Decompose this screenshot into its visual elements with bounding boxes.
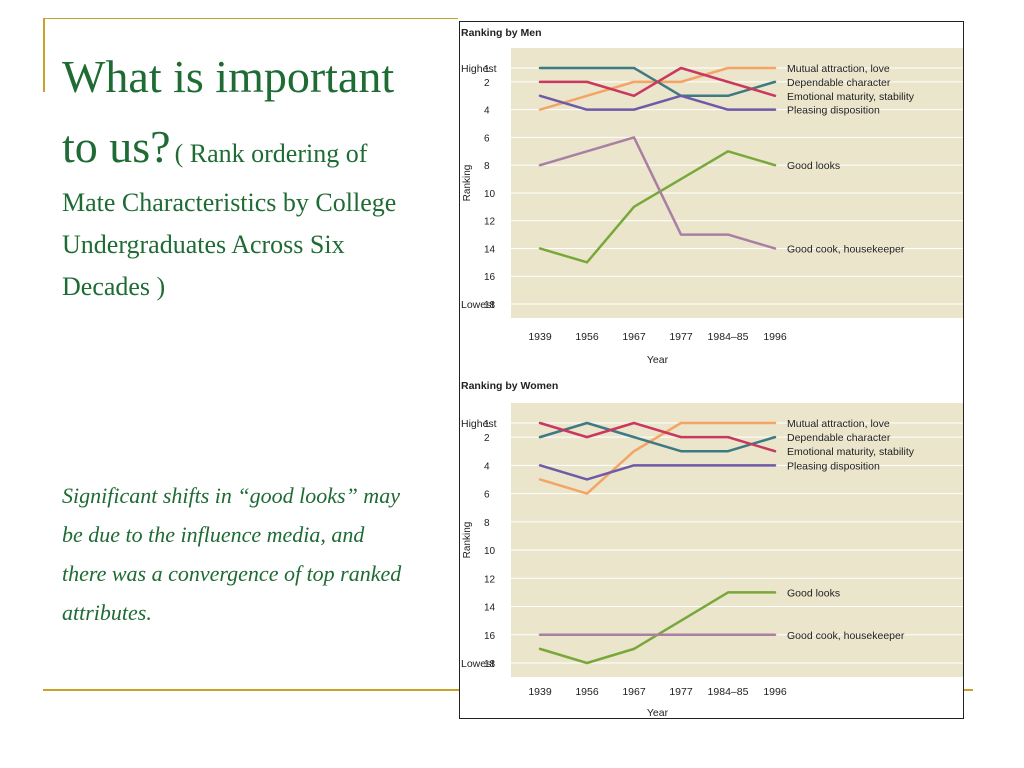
- decorative-left-bar: [43, 18, 45, 92]
- x-tick-label: 1956: [575, 686, 599, 698]
- y-tick-label: 6: [484, 133, 490, 144]
- series-line: [538, 94, 777, 111]
- x-axis-label: Year: [647, 354, 669, 366]
- x-tick-label: 1984–85: [708, 686, 749, 698]
- series-label: Pleasing disposition: [787, 460, 880, 472]
- y-top-label: Highest: [461, 418, 497, 430]
- x-tick-label: 1956: [575, 331, 599, 343]
- chart-title: Ranking by Men: [461, 27, 542, 39]
- series-label: Emotional maturity, stability: [787, 91, 915, 103]
- y-tick-label: 4: [484, 106, 490, 117]
- ranking-figure: 1 2 4 6 8 10 12 14 16 18 Ranking by Men Highest Lowe…: [459, 21, 964, 719]
- y-tick-label: 1: [484, 64, 490, 75]
- series-label: Dependable character: [787, 432, 891, 444]
- y-axis-label: Ranking: [462, 522, 473, 559]
- x-tick-label: 1977: [669, 686, 693, 698]
- y-tick-label: 16: [484, 272, 496, 283]
- series-label: Mutual attraction, love: [787, 63, 890, 75]
- y-tick-label: 14: [484, 603, 496, 614]
- series-label: Mutual attraction, love: [787, 418, 890, 430]
- x-tick-label: 1967: [622, 331, 646, 343]
- y-bottom-label: Lowest: [461, 658, 494, 670]
- slide-subtitle: ( Rank ordering of Mate Characteristics …: [62, 139, 397, 301]
- x-tick-label: 1967: [622, 686, 646, 698]
- y-axis-label: Ranking: [462, 165, 473, 202]
- y-top-label: Highest: [461, 63, 497, 75]
- series-line: [538, 136, 777, 250]
- y-tick-label: 6: [484, 490, 490, 501]
- x-axis-label: Year: [647, 707, 669, 718]
- x-tick-label: 1996: [763, 686, 787, 698]
- y-bottom-label: Lowest: [461, 299, 494, 311]
- y-tick-label: 2: [484, 78, 490, 89]
- y-tick-label: 8: [484, 518, 490, 529]
- y-tick-label: 10: [484, 546, 496, 557]
- y-tick-label: 4: [484, 461, 490, 472]
- decorative-top-rule: [43, 18, 458, 19]
- y-tick-label: 10: [484, 189, 496, 200]
- x-tick-label: 1984–85: [708, 331, 749, 343]
- slide-title: What is important to us?: [62, 51, 395, 172]
- series-label: Good cook, housekeeper: [787, 243, 905, 255]
- series-label: Emotional maturity, stability: [787, 446, 915, 458]
- chart-title: Ranking by Women: [461, 380, 558, 392]
- x-tick-label: 1939: [528, 686, 552, 698]
- series-label: Good cook, housekeeper: [787, 630, 905, 642]
- y-tick-label: 16: [484, 631, 496, 642]
- series-line: [538, 464, 777, 481]
- y-tick-label: 18: [484, 659, 496, 670]
- series-line: [538, 66, 777, 98]
- series-label: Good looks: [787, 160, 840, 172]
- y-tick-label: 14: [484, 244, 496, 255]
- series-label: Pleasing disposition: [787, 105, 880, 117]
- y-tick-label: 12: [484, 217, 496, 228]
- y-tick-label: 18: [484, 300, 496, 311]
- series-line: [538, 150, 777, 264]
- series-line: [538, 421, 777, 453]
- x-tick-label: 1996: [763, 331, 787, 343]
- plot-background: [511, 48, 963, 318]
- series-line: [538, 421, 777, 453]
- series-label: Good looks: [787, 587, 840, 599]
- x-tick-label: 1977: [669, 331, 693, 343]
- y-tick-label: 2: [484, 433, 490, 444]
- slide-title-block: What is important to us? ( Rank ordering…: [62, 42, 407, 308]
- y-tick-label: 1: [484, 419, 490, 430]
- y-tick-label: 8: [484, 161, 490, 172]
- slide-note: Significant shifts in “good looks” may b…: [62, 483, 402, 625]
- series-line: [538, 421, 777, 495]
- series-label: Dependable character: [787, 77, 891, 89]
- y-tick-label: 12: [484, 574, 496, 585]
- x-tick-label: 1939: [528, 331, 552, 343]
